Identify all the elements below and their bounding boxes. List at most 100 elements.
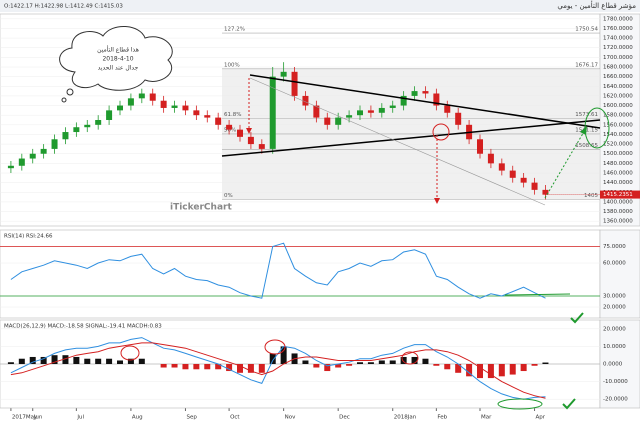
histogram-bar — [302, 360, 309, 364]
candle-body — [324, 117, 331, 125]
y-tick-label: 0.0000 — [603, 362, 623, 368]
candle-body — [411, 91, 418, 96]
y-tick-label: 1380.0000 — [603, 209, 633, 215]
histogram-bar — [171, 364, 178, 368]
candle-body — [258, 144, 265, 149]
y-tick-label: 1780.0000 — [603, 16, 633, 22]
arrow — [544, 129, 586, 199]
y-tick-label: 1640.0000 — [603, 84, 633, 90]
candle-body — [531, 182, 538, 190]
histogram-bar — [117, 360, 123, 364]
histogram-bar — [335, 364, 342, 368]
candle-body — [95, 120, 102, 125]
check-mark — [562, 398, 576, 410]
histogram-bar — [520, 364, 527, 372]
channel-line — [249, 77, 546, 206]
histogram-bar — [29, 356, 36, 364]
histogram-bar — [7, 362, 14, 364]
x-tick-label: 2017May — [12, 415, 38, 421]
candle-body — [389, 105, 396, 108]
trendline — [221, 119, 601, 157]
histogram-bar — [84, 358, 91, 364]
y-tick-label: 1520.0000 — [603, 142, 633, 148]
x-tick-label: Jun — [33, 415, 43, 421]
trendline — [249, 74, 601, 129]
candle-body — [40, 148, 47, 154]
rsi-trend — [504, 293, 571, 296]
fib-value: 1541.15 — [575, 127, 598, 133]
histogram-bar — [477, 364, 483, 379]
y-tick-label: 1720.0000 — [603, 45, 633, 51]
histogram-bar — [127, 358, 134, 364]
candle-body — [117, 105, 123, 111]
histogram-bar — [226, 364, 233, 372]
fib-value: 1676.17 — [575, 62, 598, 68]
fib-label: 61.8% — [224, 112, 241, 118]
series-line — [10, 242, 546, 299]
arrow-head — [434, 198, 440, 204]
x-tick-label: 2018Jan — [394, 415, 417, 421]
y-tick-label: -10.0000 — [603, 379, 628, 385]
histogram-bar — [498, 364, 505, 377]
candle-body — [171, 105, 178, 108]
histogram-bar — [509, 364, 516, 375]
y-tick-label: 1460.0000 — [603, 171, 633, 177]
candle-body — [400, 95, 407, 106]
histogram-bar — [455, 364, 462, 373]
histogram-bar — [346, 364, 353, 366]
candle-body — [280, 71, 287, 77]
candle-body — [7, 165, 14, 169]
candle-body — [335, 117, 342, 125]
annotation: هذا قطاع التأمين — [97, 45, 139, 54]
candle-body — [498, 163, 505, 171]
candle-body — [444, 105, 451, 113]
histogram-bar — [247, 364, 254, 373]
candle-body — [477, 139, 483, 154]
histogram-bar — [389, 360, 396, 364]
axis-panel — [599, 319, 640, 409]
x-tick-label: Oct — [230, 415, 240, 421]
y-tick-label: 30.0000 — [603, 294, 626, 300]
signal-line — [10, 342, 546, 399]
y-tick-label: 1500.0000 — [603, 151, 633, 157]
y-tick-label: 1480.0000 — [603, 161, 633, 167]
histogram-bar — [269, 353, 276, 364]
fib-label: 0% — [224, 193, 233, 199]
x-tick-label: Jul — [76, 415, 84, 421]
fib-value: 1573.61 — [575, 112, 598, 118]
histogram-bar — [411, 356, 418, 364]
x-tick-label: Feb — [437, 415, 447, 421]
y-tick-label: -20.0000 — [603, 397, 628, 403]
panel-label: RSI(14) RSI:24.66 — [4, 234, 53, 240]
candle-body — [520, 177, 527, 183]
last-price-box — [600, 190, 640, 199]
y-tick-label: 1580.0000 — [603, 113, 633, 119]
histogram-bar — [542, 362, 549, 364]
drawings — [59, 26, 610, 410]
histogram-bar — [51, 355, 58, 364]
candle-body — [378, 107, 385, 113]
histogram-bar — [160, 364, 167, 368]
candle-body — [542, 189, 549, 195]
candle-body — [357, 110, 363, 116]
candle-body — [29, 153, 36, 159]
candle-body — [237, 129, 243, 137]
chart-title: مؤشر قطاع التأمين - يومي — [557, 0, 636, 10]
candle-body — [269, 76, 276, 149]
histogram-bar — [422, 358, 429, 364]
y-tick-label: 60.0000 — [603, 261, 626, 267]
ohlc: O:1422.17 H:1422.98 L:1412.49 C:1415.03 — [4, 4, 123, 10]
candle-body — [487, 153, 494, 164]
y-tick-label: 20.0000 — [603, 305, 626, 311]
histogram-bar — [95, 358, 102, 364]
y-tick-label: 1560.0000 — [603, 122, 633, 128]
fib-value: 1750.54 — [575, 27, 598, 33]
candle-body — [127, 98, 134, 106]
histogram-bar — [193, 364, 200, 370]
axis-panel — [599, 229, 640, 319]
candle-body — [215, 117, 222, 125]
header-bar — [0, 0, 640, 12]
highlight-circle — [432, 123, 450, 141]
candle-body — [84, 124, 91, 128]
